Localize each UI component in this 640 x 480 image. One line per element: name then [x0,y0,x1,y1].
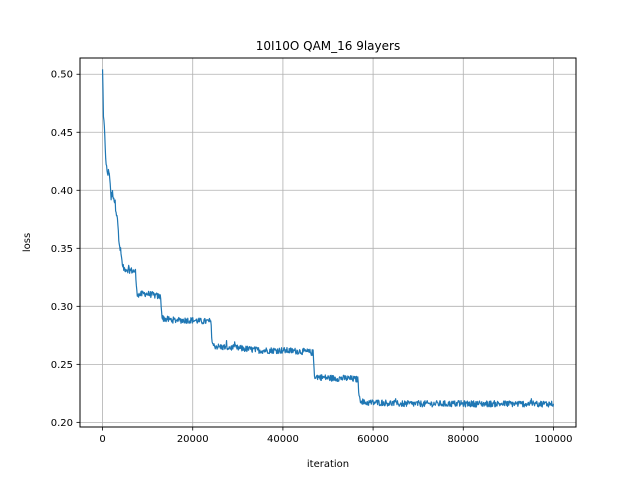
series-layer [101,69,555,408]
y-tick-label: 0.45 [51,128,73,139]
y-tick-label: 0.20 [51,418,73,429]
x-tick-label: 40000 [267,434,299,445]
x-tick-label: 60000 [357,434,389,445]
y-tick-label: 0.40 [51,186,73,197]
y-tick-label: 0.25 [51,360,73,371]
x-tick-label: 0 [99,434,105,445]
x-axis-ticks: 0 20000 40000 60000 80000 100000 [99,427,573,445]
grid [80,58,576,427]
plot-frame [79,57,577,428]
y-axis-ticks: 0.20 0.25 0.30 0.35 0.40 0.45 0.50 [51,70,80,429]
y-tick-label: 0.50 [51,70,73,81]
y-tick-label: 0.30 [51,302,73,313]
x-axis-label: iteration [307,459,349,470]
loss-series-line [101,69,555,408]
x-tick-label: 100000 [534,434,572,445]
x-tick-label: 80000 [447,434,479,445]
y-axis-label: loss [22,233,33,252]
x-tick-label: 20000 [177,434,209,445]
chart-title: 10I10O QAM_16 9layers [256,39,400,53]
y-tick-label: 0.35 [51,244,73,255]
